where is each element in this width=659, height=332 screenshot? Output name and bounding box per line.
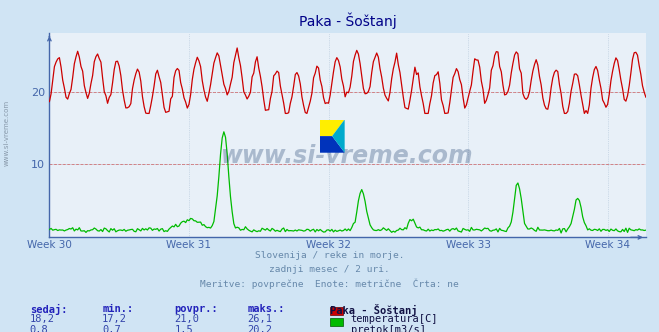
Text: 20,2: 20,2 [247,325,272,332]
Text: www.si-vreme.com: www.si-vreme.com [221,144,474,168]
Text: Slovenija / reke in morje.: Slovenija / reke in morje. [255,251,404,260]
Text: pretok[m3/s]: pretok[m3/s] [351,325,426,332]
Text: 0,7: 0,7 [102,325,121,332]
Text: 21,0: 21,0 [175,314,200,324]
Text: maks.:: maks.: [247,304,285,314]
Polygon shape [332,120,345,153]
Polygon shape [320,136,345,153]
Text: 1,5: 1,5 [175,325,193,332]
Text: Paka - Šoštanj: Paka - Šoštanj [330,304,417,316]
Text: 26,1: 26,1 [247,314,272,324]
Text: temperatura[C]: temperatura[C] [351,314,438,324]
Text: sedaj:: sedaj: [30,304,67,315]
Polygon shape [320,120,345,136]
Text: 17,2: 17,2 [102,314,127,324]
Text: 18,2: 18,2 [30,314,55,324]
Text: min.:: min.: [102,304,133,314]
Text: 0,8: 0,8 [30,325,48,332]
Text: zadnji mesec / 2 uri.: zadnji mesec / 2 uri. [269,265,390,274]
Text: www.si-vreme.com: www.si-vreme.com [3,100,10,166]
Text: Meritve: povprečne  Enote: metrične  Črta: ne: Meritve: povprečne Enote: metrične Črta:… [200,279,459,289]
Title: Paka - Šoštanj: Paka - Šoštanj [299,13,397,29]
Text: povpr.:: povpr.: [175,304,218,314]
